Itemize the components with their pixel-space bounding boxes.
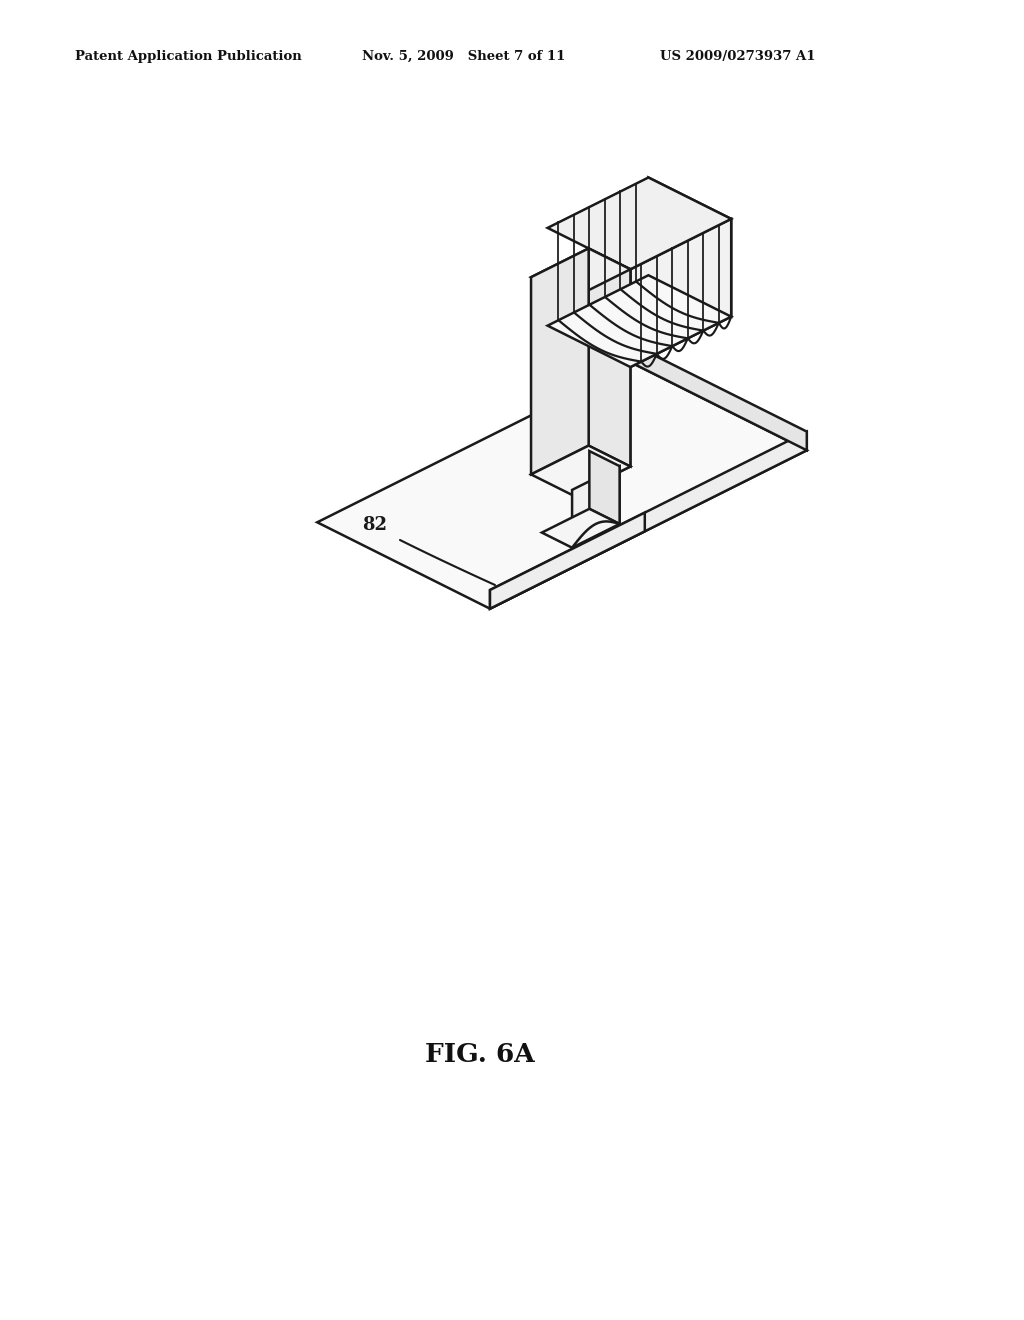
Text: US 2009/0273937 A1: US 2009/0273937 A1 <box>660 50 815 63</box>
Polygon shape <box>572 466 620 548</box>
Polygon shape <box>490 512 645 609</box>
Text: Patent Application Publication: Patent Application Publication <box>75 50 302 63</box>
Text: Nov. 5, 2009   Sheet 7 of 11: Nov. 5, 2009 Sheet 7 of 11 <box>362 50 565 63</box>
Polygon shape <box>531 248 631 298</box>
Polygon shape <box>490 432 807 609</box>
Polygon shape <box>572 269 631 495</box>
Polygon shape <box>589 248 631 466</box>
Polygon shape <box>648 177 731 317</box>
Polygon shape <box>590 451 620 524</box>
Polygon shape <box>548 276 731 367</box>
Text: FIG. 6A: FIG. 6A <box>425 1043 535 1068</box>
Polygon shape <box>548 177 731 269</box>
Polygon shape <box>631 219 731 367</box>
Text: 82: 82 <box>362 516 387 535</box>
Polygon shape <box>317 364 807 609</box>
Polygon shape <box>531 248 589 474</box>
Polygon shape <box>634 346 807 450</box>
Polygon shape <box>531 446 631 495</box>
Polygon shape <box>542 508 620 548</box>
